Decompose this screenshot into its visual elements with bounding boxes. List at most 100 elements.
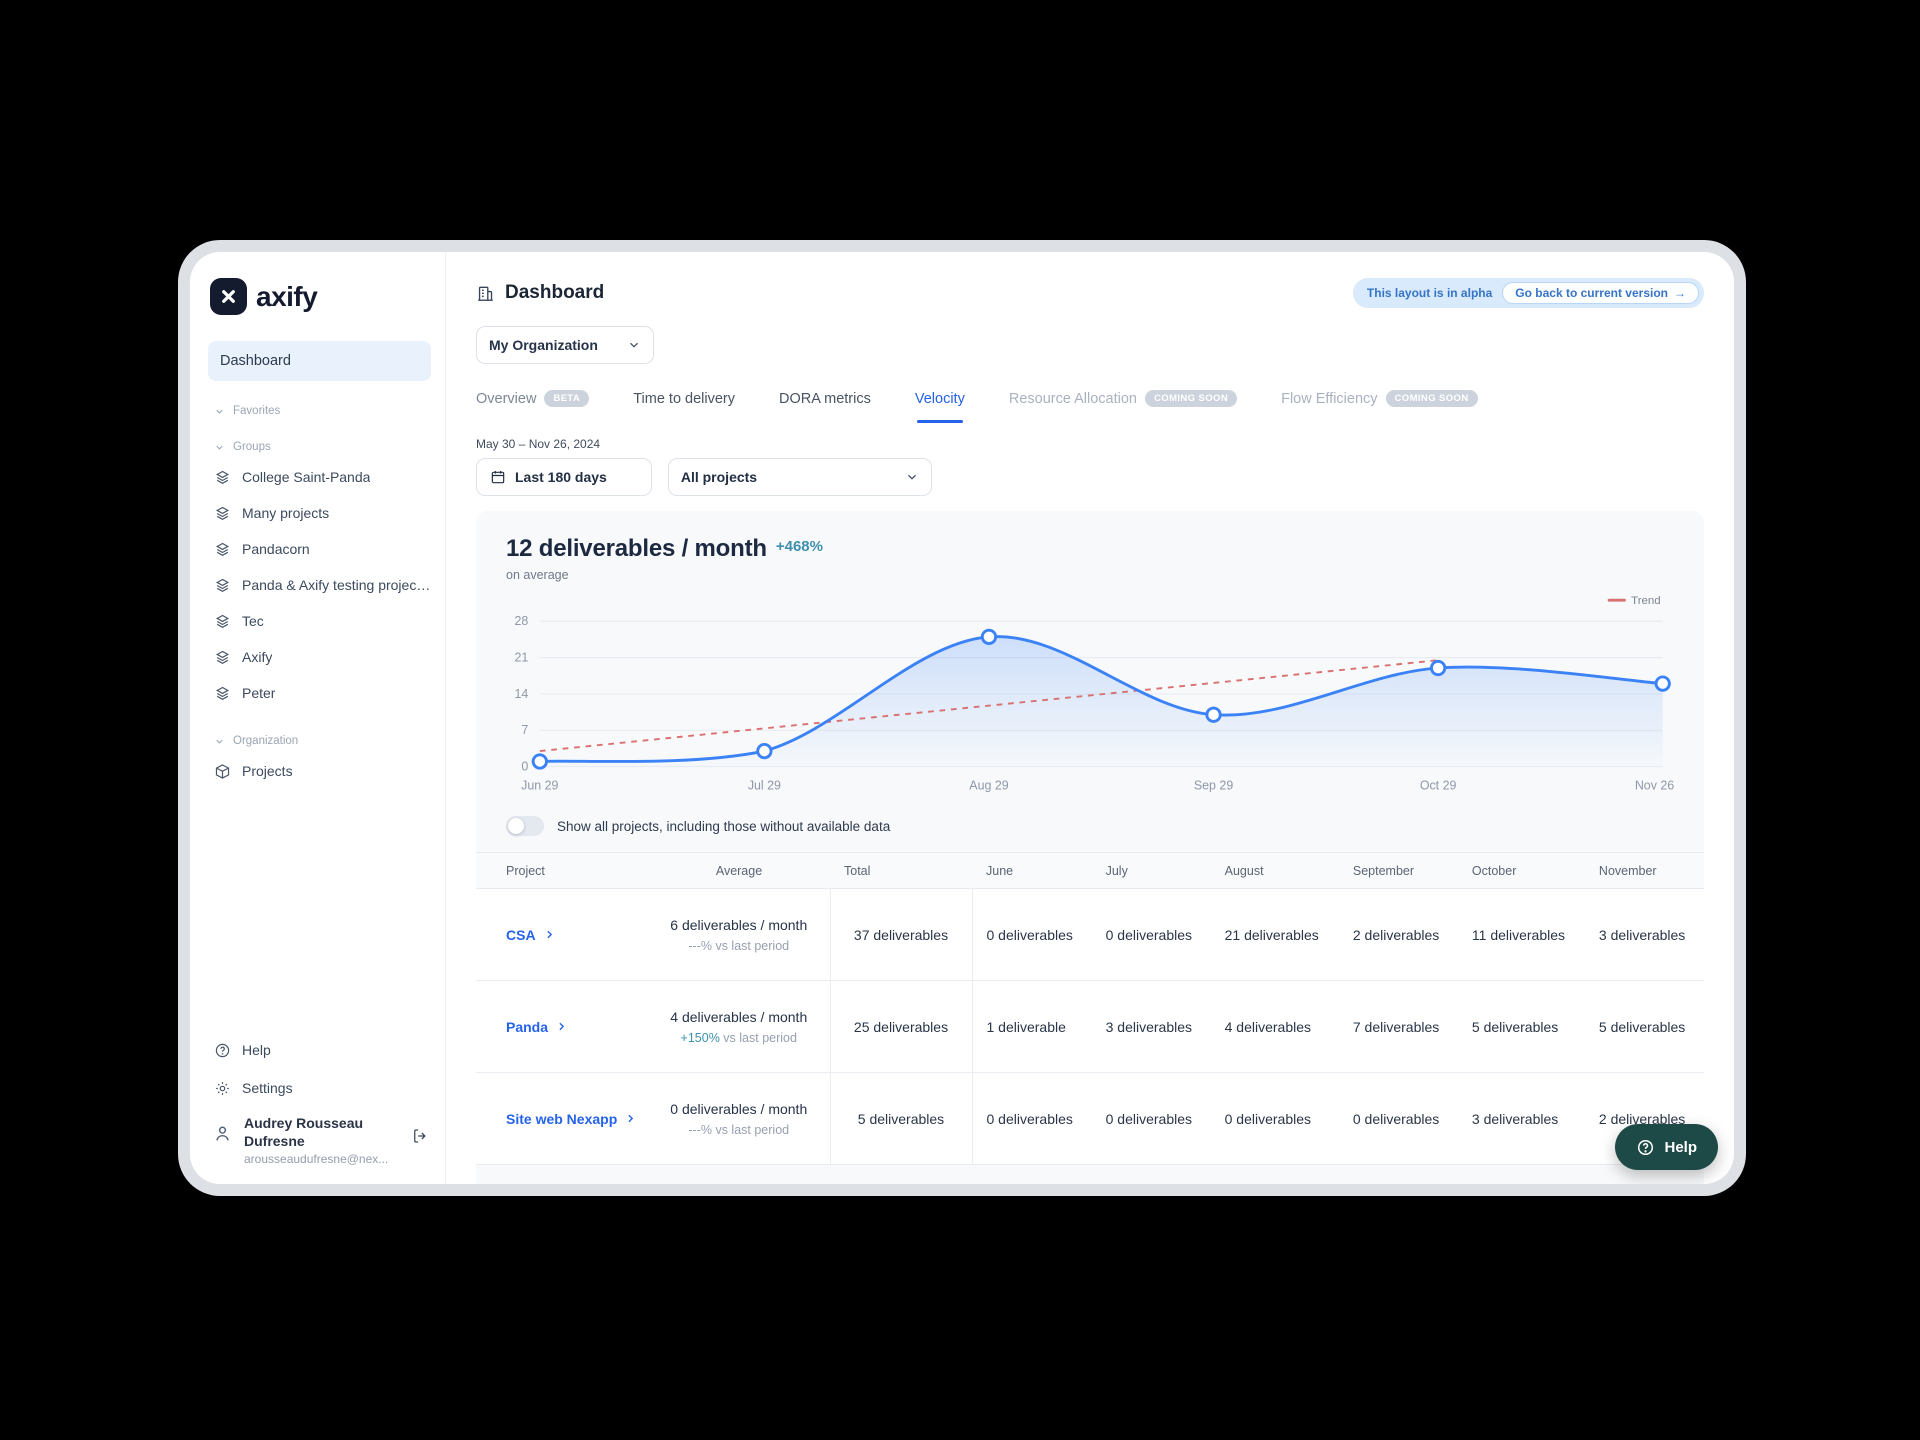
go-back-button[interactable]: Go back to current version → xyxy=(1502,282,1699,304)
sidebar-item-help[interactable]: Help xyxy=(208,1031,431,1069)
x-tick-label: Nov 26 xyxy=(1635,779,1674,793)
project-link[interactable]: Panda xyxy=(506,1019,568,1035)
user-account[interactable]: Audrey Rousseau Dufresne arousseaudufres… xyxy=(208,1107,431,1166)
tab-dora-metrics[interactable]: DORA metrics xyxy=(779,390,871,407)
section-header[interactable]: Favorites xyxy=(208,405,431,417)
app-window: axify Dashboard Favorites Groups College S… xyxy=(190,252,1734,1184)
x-tick-label: Aug 29 xyxy=(969,779,1008,793)
alpha-banner: This layout is in alpha Go back to curre… xyxy=(1352,278,1704,308)
period-filter-button[interactable]: Last 180 days xyxy=(476,458,652,496)
sidebar-section-groups: Groups College Saint-Panda Many projects Pa… xyxy=(208,441,431,711)
sidebar-item[interactable]: Axify xyxy=(208,639,431,675)
month-value: 0 deliverables xyxy=(986,926,1073,943)
layers-icon xyxy=(215,650,230,664)
calendar-icon xyxy=(491,471,505,484)
gear-icon xyxy=(216,1081,229,1095)
column-header-july: July xyxy=(1091,852,1211,889)
project-link[interactable]: CSA xyxy=(506,927,556,943)
organization-select[interactable]: My Organization xyxy=(476,326,654,364)
column-header-november: November xyxy=(1584,852,1704,889)
data-point-marker[interactable] xyxy=(980,628,998,645)
x-tick-label: Jul 29 xyxy=(748,779,781,793)
area-fill xyxy=(539,636,1663,767)
velocity-chart: 0 7 14 21 28 Jun 29 Jul 29 Aug 29 Sep 29 Oct 29 No… xyxy=(476,582,1704,802)
logo: axify xyxy=(208,278,431,315)
y-tick-label: 28 xyxy=(515,614,529,628)
sidebar-item-label: Tec xyxy=(242,613,264,629)
average-delta: ---% vs last period xyxy=(688,1122,790,1137)
column-header-average: Average xyxy=(648,852,830,889)
average-value: 4 deliverables / month xyxy=(670,1008,808,1025)
page-title: Dashboard xyxy=(505,282,605,303)
help-circle-icon xyxy=(215,1043,230,1057)
logo-text: axify xyxy=(256,280,318,312)
total-value: 25 deliverables xyxy=(829,980,973,1073)
sidebar-item[interactable]: Many projects xyxy=(208,495,431,531)
sidebar-item-label: Pandacorn xyxy=(242,541,310,557)
sidebar-item-dashboard[interactable]: Dashboard xyxy=(208,341,431,381)
month-value: 5 deliverables xyxy=(1471,1018,1559,1035)
sidebar-dashboard-label: Dashboard xyxy=(220,353,291,369)
cube-icon xyxy=(215,763,230,779)
tab-badge: COMING SOON xyxy=(1145,390,1238,407)
help-fab-label: Help xyxy=(1664,1138,1697,1156)
sidebar-item-label: Axify xyxy=(242,649,273,665)
month-value: 0 deliverables xyxy=(1224,1110,1312,1127)
tab-badge: BETA xyxy=(544,390,590,407)
month-value: 3 deliverables xyxy=(1105,1018,1192,1035)
column-header-october: October xyxy=(1457,852,1585,889)
data-point-marker[interactable] xyxy=(531,753,548,770)
data-point-marker[interactable] xyxy=(1654,675,1671,692)
tab-time-to-delivery[interactable]: Time to delivery xyxy=(633,390,736,407)
x-tick-label: Sep 29 xyxy=(1194,779,1233,793)
month-value: 0 deliverables xyxy=(986,1110,1073,1127)
month-value: 3 deliverables xyxy=(1598,926,1686,943)
section-label: Groups xyxy=(233,441,271,453)
sidebar-item[interactable]: Peter xyxy=(208,675,431,711)
layers-icon xyxy=(215,542,230,556)
sidebar-item-label: Peter xyxy=(242,685,276,701)
month-value: 0 deliverables xyxy=(1352,1110,1440,1127)
tab-overview[interactable]: Overview BETA xyxy=(476,390,590,411)
help-floating-button[interactable]: Help xyxy=(1615,1124,1718,1170)
table-row: Panda 4 deliverables / month +150% vs last… xyxy=(476,980,1704,1073)
data-point-marker[interactable] xyxy=(1205,706,1222,723)
help-circle-icon xyxy=(1638,1139,1654,1155)
sidebar-item[interactable]: Projects xyxy=(208,753,431,789)
average-value: 6 deliverables / month xyxy=(670,916,808,933)
project-filter-value: All projects xyxy=(680,469,758,485)
data-point-marker[interactable] xyxy=(1429,659,1447,677)
column-header-june: June xyxy=(972,852,1092,889)
y-tick-label: 7 xyxy=(521,723,528,737)
sidebar-item[interactable]: Tec xyxy=(208,603,431,639)
sidebar-item-label: Projects xyxy=(242,763,293,779)
column-header-total: Total xyxy=(830,852,972,889)
projects-table: Project Average Total June July August Septemb… xyxy=(476,852,1704,1165)
sidebar-item[interactable]: Pandacorn xyxy=(208,531,431,567)
building-icon xyxy=(478,286,493,301)
user-email: arousseaudufresne@nex... xyxy=(244,1152,389,1166)
x-tick-label: Oct 29 xyxy=(1420,779,1457,793)
project-link[interactable]: Site web Nexapp xyxy=(506,1111,637,1127)
sidebar-item[interactable]: Panda & Axify testing project... xyxy=(208,567,431,603)
sidebar: axify Dashboard Favorites Groups College S… xyxy=(190,252,446,1184)
month-value: 7 deliverables xyxy=(1352,1018,1440,1035)
y-tick-label: 21 xyxy=(515,650,529,664)
section-header[interactable]: Organization xyxy=(208,735,431,747)
data-point-marker[interactable] xyxy=(756,742,773,760)
sidebar-item-label: Many projects xyxy=(242,505,330,521)
sidebar-item-settings[interactable]: Settings xyxy=(208,1069,431,1107)
chevron-right-icon xyxy=(546,930,552,939)
chevron-down-icon xyxy=(216,409,223,414)
chevron-down-icon xyxy=(630,342,638,348)
show-all-projects-toggle[interactable] xyxy=(506,816,544,836)
section-header[interactable]: Groups xyxy=(208,441,431,453)
month-value: 4 deliverables xyxy=(1224,1018,1312,1035)
project-filter-select[interactable]: All projects xyxy=(667,458,932,496)
velocity-panel: 12 deliverables / month +468% on average… xyxy=(476,511,1704,1184)
tab-flow-efficiency: Flow Efficiency COMING SOON xyxy=(1281,390,1478,411)
axify-logo-icon xyxy=(210,278,247,315)
logout-icon[interactable] xyxy=(411,1127,431,1150)
sidebar-item[interactable]: College Saint-Panda xyxy=(208,459,431,495)
tab-velocity[interactable]: Velocity xyxy=(915,391,965,423)
